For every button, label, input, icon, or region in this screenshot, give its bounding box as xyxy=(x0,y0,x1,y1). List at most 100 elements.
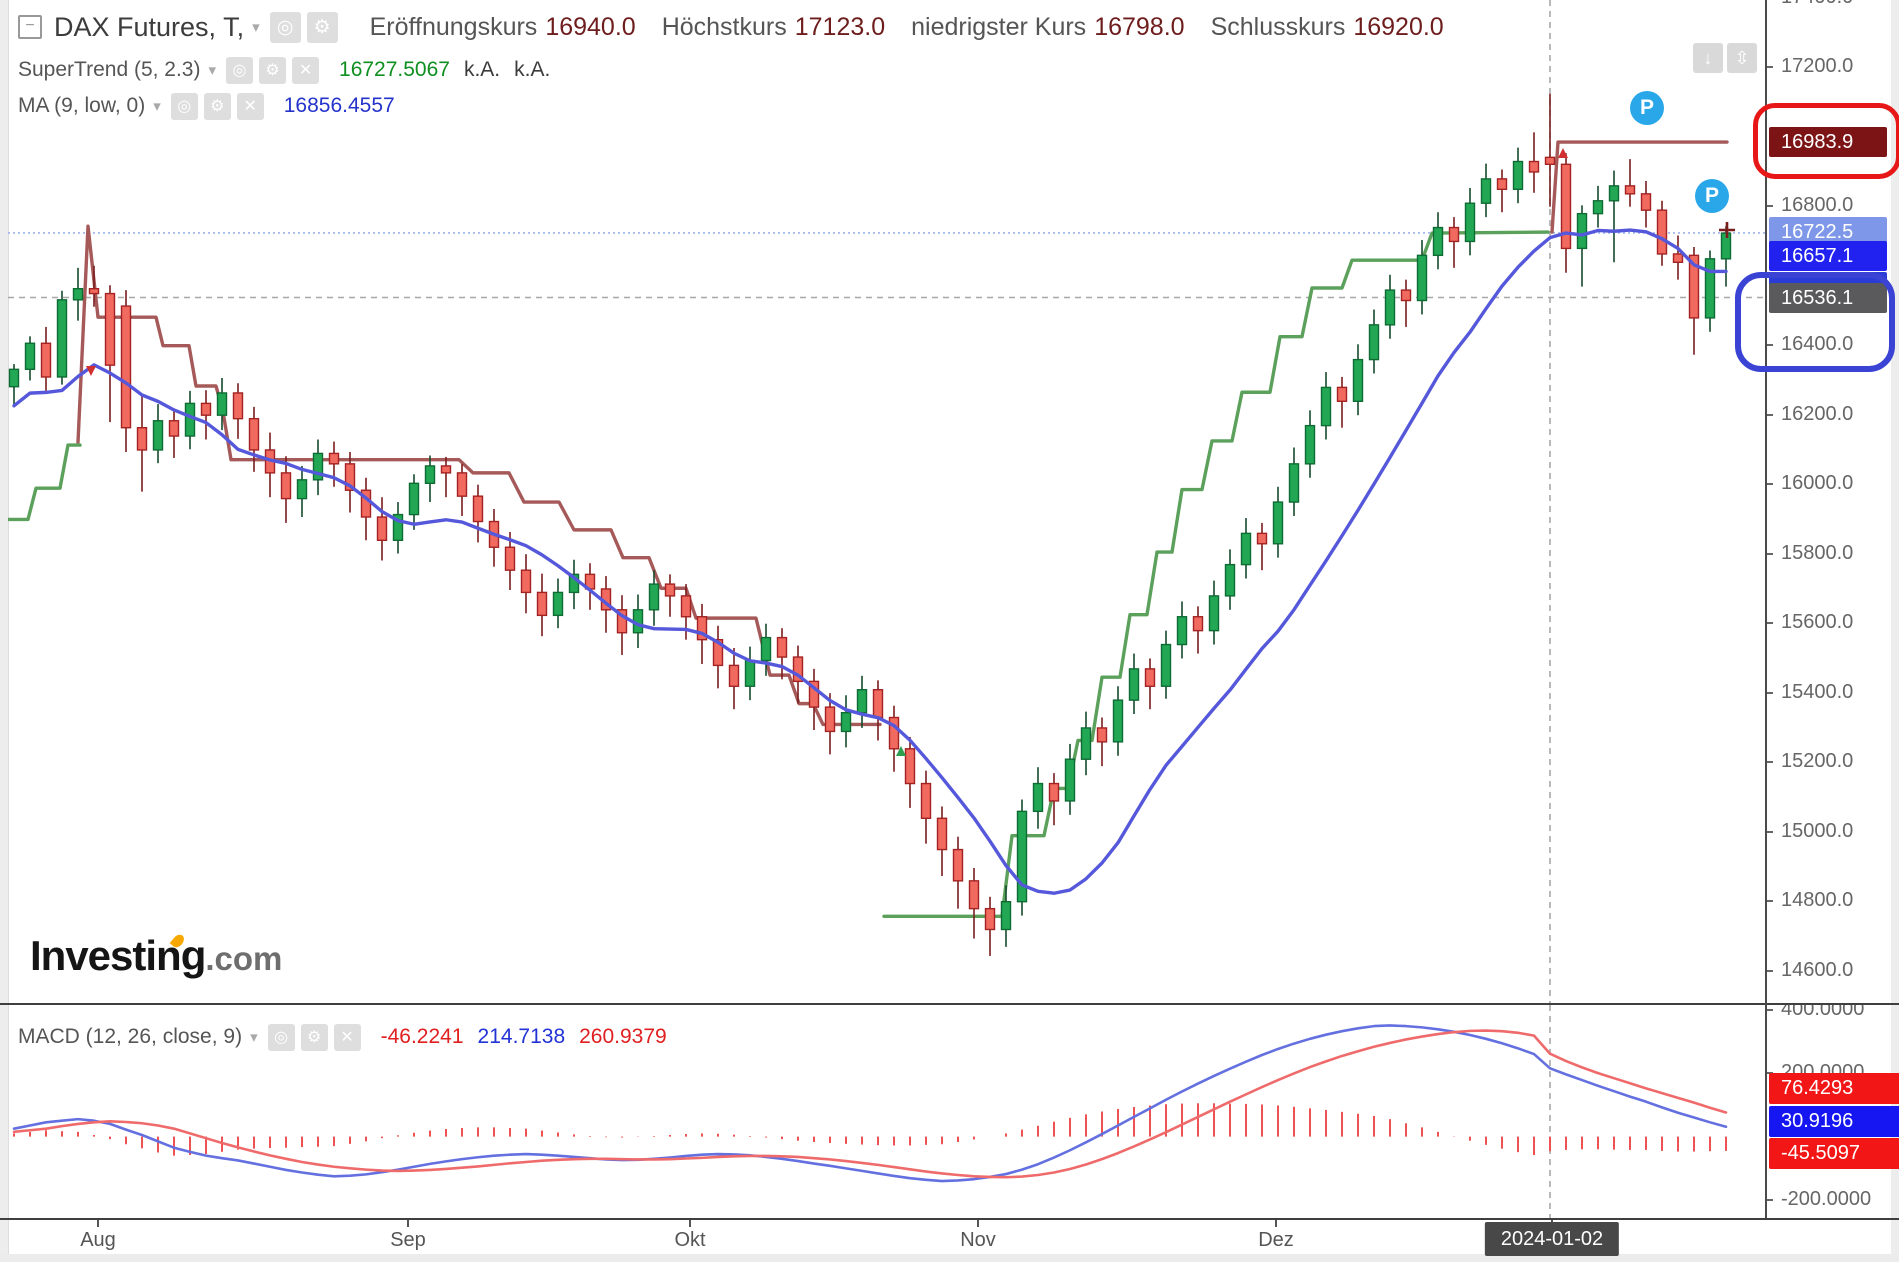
candle-up xyxy=(1112,699,1124,743)
drawing-annotation-rect[interactable] xyxy=(1735,272,1895,372)
candle-down xyxy=(984,907,996,931)
candle-up xyxy=(1080,727,1092,760)
price-tick-mark xyxy=(1767,205,1773,207)
candle-up xyxy=(184,402,196,437)
macd-line xyxy=(12,1024,1728,1183)
candle-down xyxy=(1560,163,1572,250)
candle-down xyxy=(792,656,804,683)
price-axis[interactable]: 17400.0 17200.0 16800.0 16400.0 16200.0 16000… xyxy=(1767,0,1899,1003)
candle-down xyxy=(888,716,900,750)
candle-down xyxy=(664,583,676,597)
autoscale-button[interactable]: ⇳ xyxy=(1727,43,1757,73)
time-axis[interactable]: Aug Sep Okt Nov Dez xyxy=(0,1220,1899,1256)
price-tick-label: 15000.0 xyxy=(1781,819,1854,842)
time-tick-mark xyxy=(1275,1220,1277,1227)
close-label: Schlusskurs xyxy=(1210,12,1346,41)
gear-icon[interactable]: ⚙ xyxy=(300,1023,328,1051)
trend-flip-arrow-icon xyxy=(896,746,906,756)
price-tick-label: 16200.0 xyxy=(1781,402,1854,425)
right-scrollbar-strip[interactable] xyxy=(1891,0,1899,1262)
time-tick-label: Sep xyxy=(390,1229,426,1251)
price-tick-mark xyxy=(1767,413,1773,416)
ma-line xyxy=(12,228,1728,895)
macd-panel-chart[interactable] xyxy=(8,1005,1765,1218)
position-marker[interactable]: P xyxy=(1630,91,1664,125)
macd-tick-label: -200.0000 xyxy=(1781,1188,1872,1211)
visibility-icon[interactable]: ◎ xyxy=(267,1023,295,1051)
position-marker[interactable]: P xyxy=(1695,179,1729,213)
candle-up xyxy=(1384,289,1396,326)
gear-icon[interactable]: ⚙ xyxy=(259,56,287,84)
candle-up xyxy=(1432,226,1444,257)
candle-up xyxy=(312,452,324,481)
visibility-icon[interactable]: ◎ xyxy=(269,11,301,43)
chevron-down-icon[interactable]: ▾ xyxy=(208,62,217,79)
macd-signal-line xyxy=(12,1029,1728,1179)
close-icon[interactable]: ✕ xyxy=(236,92,264,120)
price-tick-mark xyxy=(1767,483,1773,485)
candle-down xyxy=(504,546,516,571)
close-value: 16920.0 xyxy=(1353,12,1444,41)
indicator-value: k.A. xyxy=(514,58,551,81)
candle-up xyxy=(1224,563,1236,597)
macd-value-tag: 30.9196 xyxy=(1769,1106,1899,1137)
supertrend-support-line xyxy=(882,230,1550,918)
candle-down xyxy=(680,595,692,618)
candle-down xyxy=(1336,386,1348,402)
macd-histogram xyxy=(13,1103,1727,1156)
scroll-to-recent-button[interactable]: ↓ xyxy=(1693,43,1723,73)
close-icon[interactable]: ✕ xyxy=(333,1023,361,1051)
candle-down xyxy=(904,748,916,785)
visibility-icon[interactable]: ◎ xyxy=(170,92,198,120)
candle-down xyxy=(1528,160,1540,173)
macd-tick-mark xyxy=(1767,1008,1773,1011)
candle-down xyxy=(1096,727,1108,743)
candle-down xyxy=(936,817,948,851)
candle-up xyxy=(216,392,228,416)
time-axis-separator xyxy=(0,1218,1899,1220)
panel-separator[interactable] xyxy=(0,1003,1899,1005)
candle-up xyxy=(1016,810,1028,903)
gear-icon[interactable]: ⚙ xyxy=(203,92,231,120)
visibility-icon[interactable]: ◎ xyxy=(226,56,254,84)
chevron-down-icon[interactable]: ▾ xyxy=(252,19,260,36)
close-icon[interactable]: ✕ xyxy=(292,56,320,84)
candle-up xyxy=(1272,501,1284,545)
time-tick-mark xyxy=(97,1220,99,1227)
bottom-scrollbar-strip[interactable] xyxy=(0,1254,1899,1262)
collapse-icon[interactable]: − xyxy=(18,15,42,39)
candle-up xyxy=(856,689,868,714)
main-price-chart[interactable] xyxy=(8,0,1765,1003)
candle-up xyxy=(744,659,756,687)
candle-down xyxy=(1672,253,1684,263)
candle-up xyxy=(56,299,68,378)
macd-axis[interactable]: 400.0000200.0000-200.000076.429330.9196-… xyxy=(1767,1005,1899,1218)
candle-down xyxy=(40,342,52,378)
indicator-value: 16856.4557 xyxy=(283,94,395,117)
gear-icon[interactable]: ⚙ xyxy=(306,11,338,43)
price-tick-mark xyxy=(1767,344,1773,346)
price-tick-mark xyxy=(1767,830,1773,833)
candle-up xyxy=(568,573,580,594)
candle-down xyxy=(616,609,628,634)
candle-up xyxy=(24,342,36,371)
candle-up xyxy=(1480,178,1492,204)
macd-histogram-value: -46.2241 xyxy=(380,1025,464,1048)
drawing-annotation-rect[interactable] xyxy=(1753,103,1899,179)
candle-down xyxy=(1688,254,1700,319)
candle-down xyxy=(200,402,212,416)
candle-up xyxy=(760,636,772,662)
candle-down xyxy=(136,427,148,451)
candle-down xyxy=(824,706,836,733)
open-value: 16940.0 xyxy=(545,12,636,41)
chevron-down-icon[interactable]: ▾ xyxy=(153,98,161,115)
high-value: 17123.0 xyxy=(794,12,886,41)
price-tick-label: 17400.0 xyxy=(1781,0,1853,9)
price-tick-mark xyxy=(1767,691,1773,694)
chevron-down-icon[interactable]: ▾ xyxy=(250,1029,258,1046)
macd-line-value: 214.7138 xyxy=(477,1025,566,1048)
macd-tick-mark xyxy=(1767,1199,1773,1202)
candle-up xyxy=(1160,643,1172,687)
candle-down xyxy=(1656,209,1668,255)
